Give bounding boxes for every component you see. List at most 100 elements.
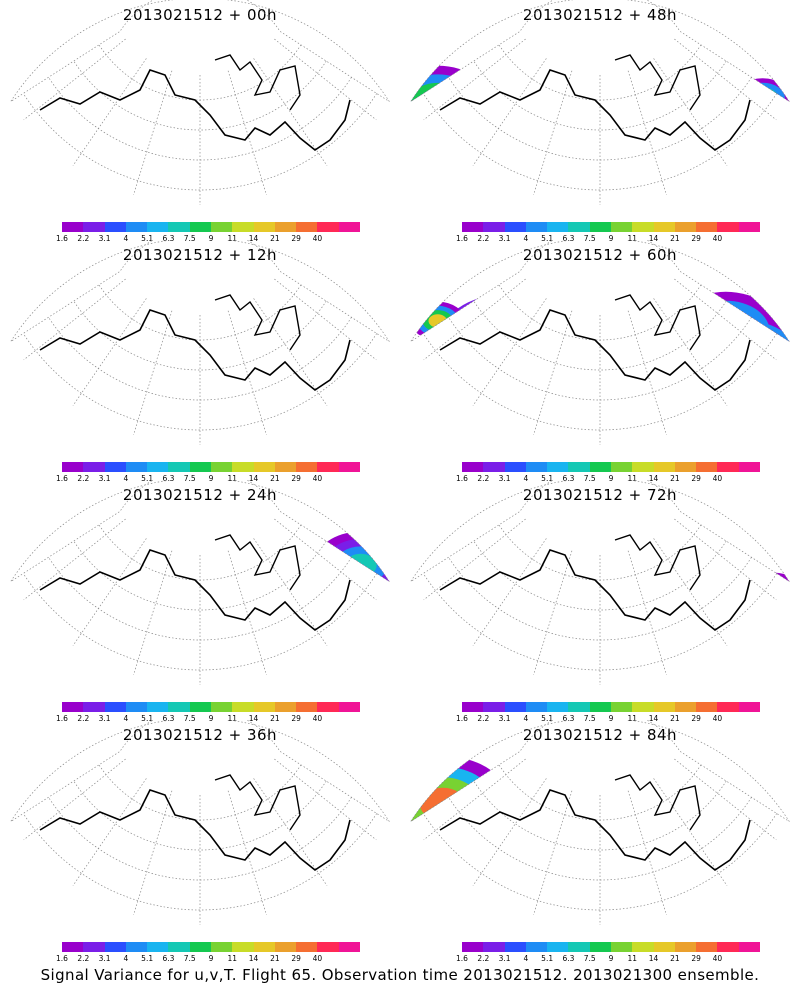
colorbar-tick-label: 4 xyxy=(123,474,129,483)
colorbar-tick-label: 11 xyxy=(227,474,238,483)
colorbar-tick-label: 1.6 xyxy=(456,714,468,723)
colorbar-swatch xyxy=(210,462,233,472)
panel-title: 2013021512 + 48h xyxy=(522,6,678,24)
colorbar-swatch xyxy=(696,942,718,952)
colorbar-swatch xyxy=(296,942,318,952)
colorbar-swatch xyxy=(253,702,275,712)
colorbar-tick-label: 9 xyxy=(208,714,214,723)
colorbar-swatch xyxy=(610,222,633,232)
colorbar-swatch xyxy=(147,222,169,232)
colorbar-tick-label: 14 xyxy=(248,234,259,243)
colorbar-swatch xyxy=(483,222,505,232)
figure-caption: Signal Variance for u,v,T. Flight 65. Ob… xyxy=(40,966,760,984)
colorbar-tick-label: 4 xyxy=(523,474,529,483)
colorbar-tick-label: 7.5 xyxy=(183,954,196,963)
colorbar-tick-label: 6.3 xyxy=(562,714,575,723)
colorbar-tick-label: 21 xyxy=(270,474,280,483)
colorbar-tick-label: 9 xyxy=(608,954,614,963)
colorbar-tick-label: 1.6 xyxy=(456,954,468,963)
colorbar-swatch xyxy=(168,942,190,952)
colorbar-swatch xyxy=(274,462,297,472)
colorbar-tick-label: 29 xyxy=(691,714,701,723)
panel-title: 2013021512 + 84h xyxy=(522,726,678,744)
colorbar-tick-label: 11 xyxy=(627,474,638,483)
colorbar-swatch xyxy=(504,942,526,952)
colorbar-tick-label: 21 xyxy=(670,714,680,723)
colorbar-swatch xyxy=(168,222,190,232)
colorbar-swatch xyxy=(632,462,654,472)
colorbar-swatch xyxy=(674,942,697,952)
colorbar-swatch xyxy=(296,222,318,232)
colorbar-tick-label: 6.3 xyxy=(562,234,575,243)
colorbar-tick-label: 7.5 xyxy=(183,474,196,483)
colorbar-swatch xyxy=(674,222,697,232)
colorbar-tick-label: 14 xyxy=(648,714,659,723)
colorbar-tick-label: 29 xyxy=(291,954,301,963)
colorbar-tick-label: 11 xyxy=(227,234,238,243)
colorbar-tick-labels: 1.6 2.2 3.1 4 5.1 6.3 7.5 9 11 14 21 29 40 xyxy=(56,954,360,964)
colorbar-swatch xyxy=(462,702,484,712)
map-view xyxy=(410,720,790,925)
colorbar-tick-label: 9 xyxy=(208,474,214,483)
colorbar-swatch xyxy=(696,222,718,232)
colorbar-swatch xyxy=(674,702,697,712)
colorbar-swatch xyxy=(232,942,254,952)
colorbar-tick-label: 4 xyxy=(523,954,529,963)
colorbar-swatch xyxy=(125,462,148,472)
colorbar-tick-labels: 1.6 2.2 3.1 4 5.1 6.3 7.5 9 11 14 21 29 40 xyxy=(456,954,760,964)
colorbar-tick-label: 21 xyxy=(670,954,680,963)
colorbar-tick-labels: 1.6 2.2 3.1 4 5.1 6.3 7.5 9 11 14 21 29 40 xyxy=(456,234,760,244)
colorbar-tick-label: 3.1 xyxy=(498,234,511,243)
map-view xyxy=(10,720,390,925)
colorbar-swatch xyxy=(504,222,526,232)
colorbar-swatch xyxy=(589,462,611,472)
colorbar-tick-label: 5.1 xyxy=(541,474,554,483)
colorbar-tick-label: 11 xyxy=(627,714,638,723)
colorbar-swatch xyxy=(317,942,339,952)
colorbar-tick-label: 14 xyxy=(648,474,659,483)
colorbar-tick-label: 6.3 xyxy=(162,714,175,723)
colorbar-tick-label: 11 xyxy=(627,234,638,243)
map-panel: 2013021512 + 36h 1.6 2.2 3.1 4 5.1 6.3 7.5 9 11 14… xyxy=(0,720,400,963)
colorbar-swatch xyxy=(274,702,297,712)
colorbar-swatch xyxy=(525,702,548,712)
colorbar-swatch xyxy=(168,462,190,472)
colorbar-tick-label: 2.2 xyxy=(77,234,90,243)
colorbar-swatch xyxy=(717,462,739,472)
colorbar-tick-label: 11 xyxy=(227,954,238,963)
colorbar-swatch xyxy=(610,702,633,712)
map-view xyxy=(10,480,390,685)
colorbar-swatch xyxy=(338,462,360,472)
colorbar-tick-label: 29 xyxy=(291,714,301,723)
map-panel: 2013021512 + 24h 1.6 2.2 3.1 4 5.1 6.3 7.5 9 11 14… xyxy=(0,480,400,723)
colorbar-tick-label: 40 xyxy=(312,714,323,723)
colorbar-tick-label: 5.1 xyxy=(141,474,154,483)
colorbar-tick-label: 2.2 xyxy=(77,954,90,963)
map-panel: 2013021512 + 84h 1.6 2.2 3.1 4 5.1 6.3 7.5 9 11 14… xyxy=(400,720,800,963)
colorbar-swatch xyxy=(253,942,275,952)
colorbar-tick-label: 1.6 xyxy=(56,954,68,963)
colorbar-swatch xyxy=(568,462,590,472)
colorbar-tick-label: 6.3 xyxy=(162,954,175,963)
colorbar-swatch xyxy=(253,222,275,232)
colorbar-swatch xyxy=(483,702,505,712)
panel-title: 2013021512 + 12h xyxy=(122,246,278,264)
colorbar-tick-label: 40 xyxy=(312,954,323,963)
colorbar-tick-label: 9 xyxy=(208,954,214,963)
colorbar-tick-label: 40 xyxy=(712,234,723,243)
colorbar-tick-label: 4 xyxy=(123,954,129,963)
colorbar-tick-label: 2.2 xyxy=(477,474,490,483)
map-panel: 2013021512 + 00h 1.6 2.2 3.1 4 5.1 6.3 7.5 9 11 14… xyxy=(0,0,400,243)
colorbar-tick-label: 1.6 xyxy=(456,474,468,483)
colorbar-swatch xyxy=(83,942,105,952)
colorbar-tick-label: 2.2 xyxy=(477,714,490,723)
colorbar xyxy=(462,462,760,472)
map-view xyxy=(410,480,790,685)
colorbar-tick-label: 2.2 xyxy=(477,234,490,243)
colorbar-tick-label: 9 xyxy=(608,234,614,243)
colorbar xyxy=(462,222,760,232)
colorbar-tick-label: 3.1 xyxy=(498,954,511,963)
colorbar-tick-label: 7.5 xyxy=(183,714,196,723)
colorbar-tick-label: 6.3 xyxy=(162,474,175,483)
colorbar-swatch xyxy=(717,222,739,232)
